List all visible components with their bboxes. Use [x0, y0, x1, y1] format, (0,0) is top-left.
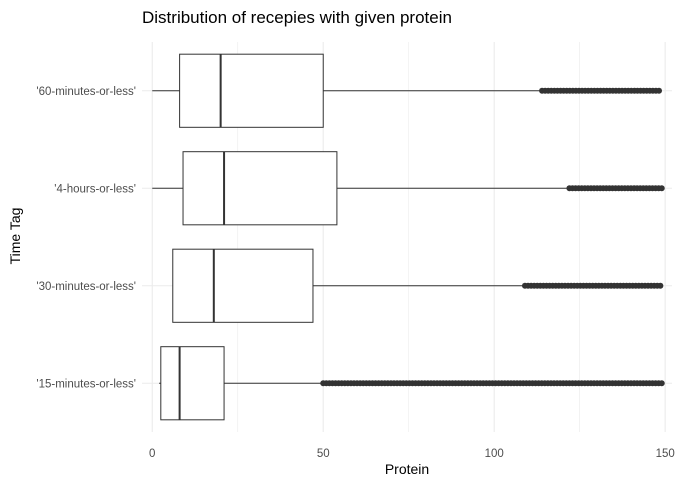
outlier-point	[657, 282, 664, 289]
x-tick-label: 0	[149, 448, 155, 460]
outlier-point	[656, 87, 663, 94]
y-axis-title: Time Tag	[7, 208, 23, 265]
box-layer	[152, 53, 665, 421]
chart-title: Distribution of recepies with given prot…	[142, 8, 452, 27]
y-tick-label: '30-minutes-or-less'	[36, 281, 136, 293]
box-iqr	[172, 248, 314, 323]
box-1	[159, 346, 665, 421]
box-3	[152, 151, 665, 226]
box-iqr	[182, 151, 338, 226]
x-tick-label: 150	[656, 448, 675, 460]
box-iqr	[179, 53, 324, 128]
y-tick-label: '60-minutes-or-less'	[36, 86, 136, 98]
box-iqr	[160, 346, 225, 421]
tick-layer: 0 50 100 150 '15-minutes-or-less' '30-minutes…	[36, 86, 674, 460]
box-4	[152, 53, 663, 128]
x-tick-label: 50	[317, 448, 330, 460]
outlier-point	[658, 380, 665, 387]
outlier-point	[658, 185, 665, 192]
x-axis-title: Protein	[385, 461, 429, 477]
box-2	[172, 248, 664, 323]
y-tick-label: '15-minutes-or-less'	[36, 378, 136, 390]
x-tick-label: 100	[485, 448, 504, 460]
y-tick-label: '4-hours-or-less'	[54, 183, 136, 195]
